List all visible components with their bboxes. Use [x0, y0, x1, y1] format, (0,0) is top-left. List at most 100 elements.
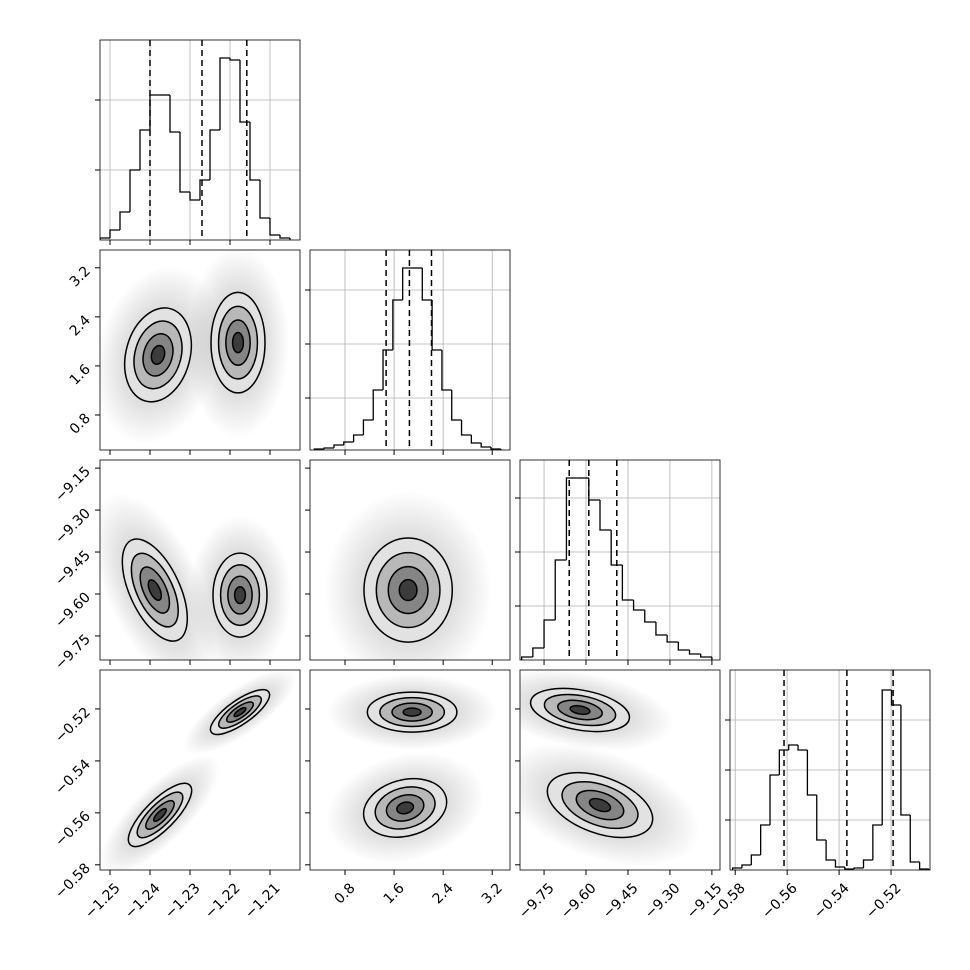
histogram-step [769, 774, 780, 825]
histogram-step [881, 689, 892, 825]
x-tick-label: 0.8 [332, 880, 359, 907]
histogram-step [797, 745, 808, 751]
contour [569, 704, 591, 716]
histogram-step [352, 434, 364, 442]
density [520, 670, 701, 867]
panel-frame [309, 459, 511, 661]
histogram-step [543, 619, 556, 648]
y-tick-label: −9.60 [52, 590, 94, 632]
y-tick-label: 2.4 [67, 312, 94, 339]
histogram-step [199, 179, 210, 200]
histogram-step [759, 824, 770, 855]
histogram [100, 57, 291, 240]
histogram-step [382, 349, 393, 390]
histogram-step [853, 867, 864, 869]
histogram-step [129, 169, 140, 212]
histogram-step [554, 559, 567, 620]
y-tick-label: 0.8 [67, 410, 94, 437]
histogram-step [323, 447, 334, 449]
x-tick-label: −1.25 [82, 880, 124, 922]
x-tick-label: −1.21 [242, 880, 284, 922]
histogram-step [402, 267, 413, 300]
histogram-step [816, 795, 827, 841]
histogram-step [632, 600, 645, 611]
histogram [521, 477, 713, 660]
histogram-step [900, 705, 911, 816]
histogram-step [700, 654, 712, 658]
x-tick-label: −1.22 [202, 880, 244, 922]
y-tick-label: −9.30 [52, 506, 94, 548]
histogram-step [362, 419, 374, 435]
panel-frame [99, 459, 301, 661]
panel-frame [519, 459, 721, 661]
histogram-step [239, 60, 250, 123]
histogram-step [209, 129, 220, 180]
histogram-step [333, 444, 344, 448]
contour [402, 707, 422, 717]
y-tick-label: 3.2 [67, 263, 94, 290]
contour [398, 578, 418, 602]
contour [231, 331, 245, 354]
histogram-step [844, 867, 855, 870]
y-tick-label: −9.15 [52, 464, 94, 506]
y-tick-label: −0.56 [52, 808, 94, 850]
histogram-step [343, 441, 354, 445]
histogram-step [269, 218, 280, 236]
histogram-step [872, 824, 883, 860]
histogram-step [741, 864, 752, 868]
histogram-step [834, 860, 845, 868]
histogram-step [139, 129, 150, 170]
panel-frame [729, 669, 931, 871]
histogram-step [100, 237, 110, 240]
histogram-step [677, 642, 690, 651]
histogram-step [918, 862, 929, 870]
panel-frame [309, 669, 511, 871]
x-tick-label: 3.2 [479, 880, 506, 907]
histogram-step [229, 58, 240, 61]
panel-frame [519, 669, 721, 871]
x-tick-label: −9.75 [516, 880, 558, 922]
histogram-step [421, 268, 433, 301]
histogram-step [621, 565, 634, 601]
histogram-step [179, 132, 190, 193]
histogram-step [532, 647, 545, 657]
x-tick-label: −1.24 [122, 880, 164, 922]
density [100, 670, 297, 870]
y-tick-label: −9.75 [52, 631, 94, 673]
x-tick-label: 2.4 [430, 880, 457, 907]
histogram-step [731, 867, 742, 870]
histogram-step [451, 390, 462, 421]
histogram-step [189, 192, 200, 201]
histogram-step [470, 435, 482, 444]
contour [233, 585, 247, 605]
y-tick-label: −9.45 [52, 548, 94, 590]
contour [588, 797, 612, 813]
contour [233, 706, 247, 718]
histogram-step [109, 229, 120, 238]
histogram-step [249, 122, 260, 181]
contour [396, 801, 415, 815]
x-tick-label: −9.60 [558, 880, 600, 922]
histogram-step [119, 211, 130, 230]
y-tick-label: −0.58 [52, 860, 94, 902]
contour [152, 807, 168, 823]
x-tick-label: −0.56 [759, 880, 801, 922]
histogram-step [521, 656, 533, 660]
y-tick-label: 1.6 [67, 361, 94, 388]
x-tick-label: 1.6 [381, 880, 408, 907]
histogram-step [750, 854, 761, 865]
histogram-step [565, 477, 578, 560]
density [100, 493, 292, 660]
histogram-step [372, 389, 384, 420]
histogram-step [644, 610, 656, 623]
histogram-step [610, 530, 623, 566]
histogram-step [909, 815, 920, 863]
panel-frame [99, 39, 301, 241]
histogram-step [169, 95, 180, 133]
histogram-step [825, 840, 836, 861]
panel-frame [309, 249, 511, 451]
histogram-step [279, 235, 290, 239]
histogram-step [588, 478, 600, 501]
histogram-step [688, 650, 701, 655]
